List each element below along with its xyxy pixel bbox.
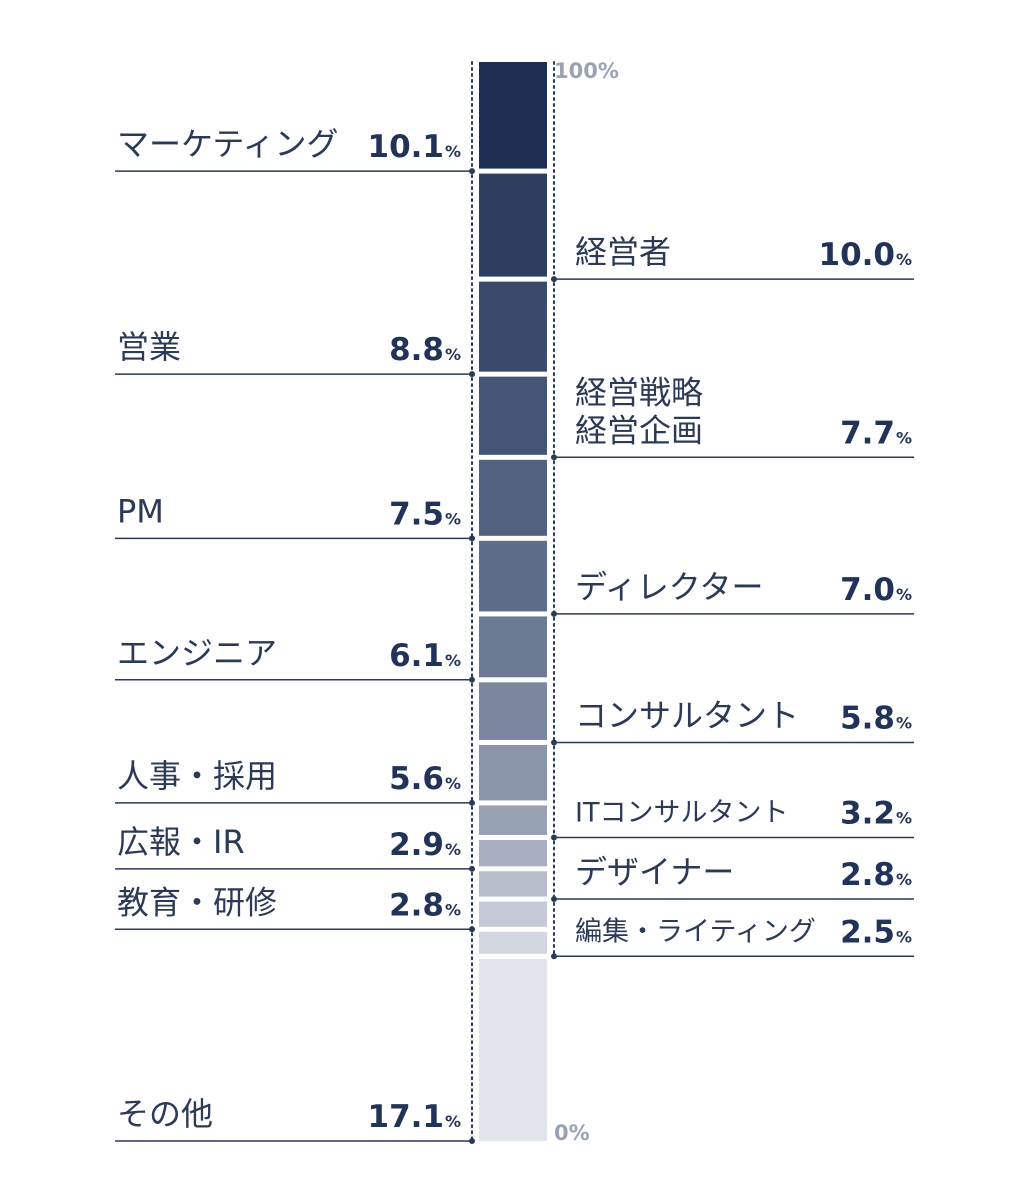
category-label-14: その他 <box>117 1095 213 1133</box>
bar-segment-4 <box>479 459 547 536</box>
leader-dot-9 <box>551 834 557 841</box>
category-label-7: コンサルタント <box>575 696 799 734</box>
category-label-12: 教育・研修 <box>117 883 277 921</box>
category-label-13: 編集・ライティング <box>575 916 816 947</box>
value-label-2: 8.8 <box>389 332 444 368</box>
leader-dot-10 <box>469 865 475 872</box>
bar-segment-11 <box>479 871 547 897</box>
bar-segment-7 <box>479 682 547 740</box>
value-label-5: 7.0 <box>840 572 895 608</box>
bar-segment-3 <box>479 376 547 455</box>
value-unit-7: % <box>896 713 912 732</box>
value-unit-5: % <box>896 585 912 604</box>
leader-dot-6 <box>469 676 475 683</box>
leader-dot-7 <box>551 739 557 746</box>
bar-segment-10 <box>479 840 547 867</box>
category-label-2: 営業 <box>117 328 181 366</box>
leader-dot-12 <box>469 926 475 933</box>
category-label-10: 広報・IR <box>117 823 245 861</box>
value-label-6: 6.1 <box>389 638 444 674</box>
value-unit-10: % <box>445 840 461 859</box>
category-label-0: マーケティング <box>117 125 338 163</box>
category-label-4: PM <box>117 492 164 530</box>
category-label-11: デザイナー <box>575 853 734 891</box>
category-label-3-line-1: 経営企画 <box>575 411 703 449</box>
value-label-0: 10.1 <box>368 129 445 165</box>
bar-segment-13 <box>479 931 547 954</box>
value-label-8: 5.6 <box>389 761 444 797</box>
category-label-9: ITコンサルタント <box>575 798 788 829</box>
bar-segment-14 <box>479 958 547 1141</box>
category-label-5: ディレクター <box>575 568 763 606</box>
bar-segment-5 <box>479 540 547 612</box>
value-label-10: 2.9 <box>389 827 444 863</box>
value-label-4: 7.5 <box>389 496 444 532</box>
value-unit-3: % <box>896 428 912 447</box>
category-label-6: エンジニア <box>117 634 277 672</box>
value-unit-0: % <box>445 142 461 161</box>
axis-label-top: 100% <box>554 59 619 83</box>
value-label-11: 2.8 <box>840 857 895 893</box>
leader-dot-1 <box>551 276 557 283</box>
bar-segment-9 <box>479 805 547 835</box>
leader-dot-0 <box>469 168 475 175</box>
value-unit-9: % <box>896 809 912 828</box>
leader-dot-14 <box>469 1138 475 1144</box>
category-label-3-line-0: 経営戦略 <box>575 373 703 411</box>
value-label-7: 5.8 <box>840 700 895 736</box>
leader-dot-4 <box>469 535 475 542</box>
leader-dot-11 <box>551 896 557 903</box>
value-unit-13: % <box>896 927 912 946</box>
value-label-9: 3.2 <box>840 796 895 832</box>
value-unit-11: % <box>896 870 912 889</box>
bar-segment-2 <box>479 281 547 372</box>
value-label-1: 10.0 <box>819 237 896 273</box>
value-unit-6: % <box>445 651 461 670</box>
category-label-1: 経営者 <box>575 233 671 271</box>
bar-segment-8 <box>479 744 547 801</box>
bar-segment-6 <box>479 616 547 678</box>
leader-dot-3 <box>551 454 557 461</box>
leader-dot-5 <box>551 610 557 617</box>
value-unit-4: % <box>445 509 461 528</box>
value-unit-14: % <box>445 1112 461 1131</box>
category-label-8: 人事・採用 <box>117 757 277 795</box>
value-label-12: 2.8 <box>389 887 444 923</box>
value-unit-8: % <box>445 774 461 793</box>
axis-label-bottom: 0% <box>554 1121 590 1145</box>
leader-dot-13 <box>551 953 557 960</box>
bar-segment-1 <box>479 173 547 277</box>
value-label-13: 2.5 <box>840 914 895 950</box>
value-label-14: 17.1 <box>368 1099 445 1135</box>
bar-segment-12 <box>479 901 547 927</box>
bar-segment-0 <box>479 62 547 169</box>
value-unit-1: % <box>896 250 912 269</box>
leader-dot-2 <box>469 371 475 378</box>
value-unit-2: % <box>445 345 461 364</box>
value-unit-12: % <box>445 900 461 919</box>
value-label-3: 7.7 <box>840 415 895 451</box>
leader-dot-8 <box>469 799 475 806</box>
